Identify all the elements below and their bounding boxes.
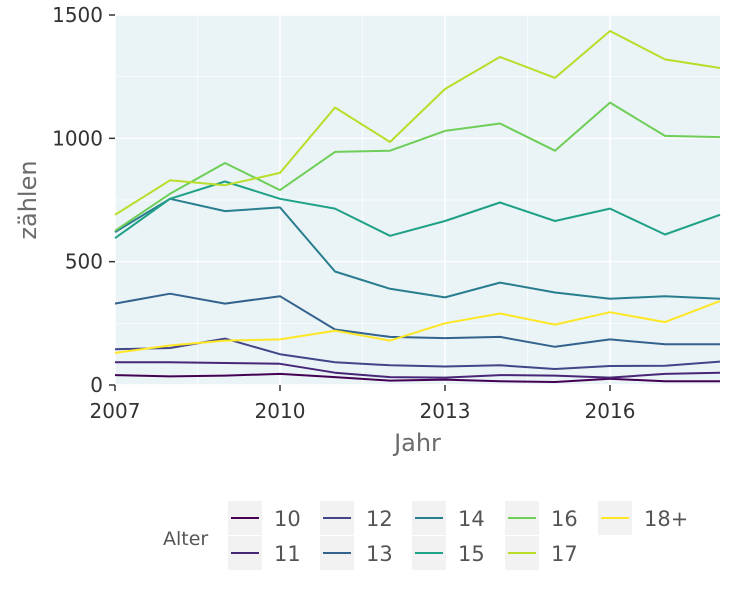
x-tick-label: 2010 bbox=[255, 399, 306, 423]
legend-label-13: 13 bbox=[366, 542, 393, 566]
legend-label-14: 14 bbox=[458, 507, 485, 531]
y-axis: 0 500 1000 1500 bbox=[52, 3, 115, 397]
x-axis: 2007 2010 2013 2016 bbox=[90, 385, 636, 423]
legend-label-16: 16 bbox=[551, 507, 578, 531]
legend-label-12: 12 bbox=[366, 507, 393, 531]
y-tick-label: 1500 bbox=[52, 3, 103, 27]
x-tick-label: 2007 bbox=[90, 399, 141, 423]
series-lines bbox=[114, 30, 721, 383]
legend-label-10: 10 bbox=[274, 507, 301, 531]
legend-label-15: 15 bbox=[458, 542, 485, 566]
x-tick-label: 2016 bbox=[585, 399, 636, 423]
series-line-14 bbox=[114, 197, 721, 300]
x-tick-label: 2013 bbox=[420, 399, 471, 423]
series-line-12 bbox=[114, 337, 721, 370]
legend-label-18+: 18+ bbox=[644, 507, 688, 531]
series-line-10 bbox=[114, 372, 720, 383]
legend-label-17: 17 bbox=[551, 542, 578, 566]
series-line-11 bbox=[115, 361, 721, 379]
series-line-16 bbox=[114, 101, 721, 232]
grid-lines bbox=[114, 14, 720, 386]
y-tick-label: 0 bbox=[90, 373, 103, 397]
series-line-13 bbox=[114, 292, 720, 348]
legend-title: Alter bbox=[163, 528, 208, 550]
y-axis-title: zählen bbox=[14, 160, 42, 239]
series-line-17 bbox=[114, 30, 721, 216]
y-tick-label: 500 bbox=[65, 250, 103, 274]
x-axis-title: Jahr bbox=[392, 429, 441, 457]
y-tick-label: 1000 bbox=[52, 126, 103, 150]
legend: Alter 10 11 12 13 14 15 16 17 18+ bbox=[163, 501, 688, 570]
legend-label-11: 11 bbox=[274, 542, 301, 566]
series-line-18+ bbox=[114, 300, 721, 354]
